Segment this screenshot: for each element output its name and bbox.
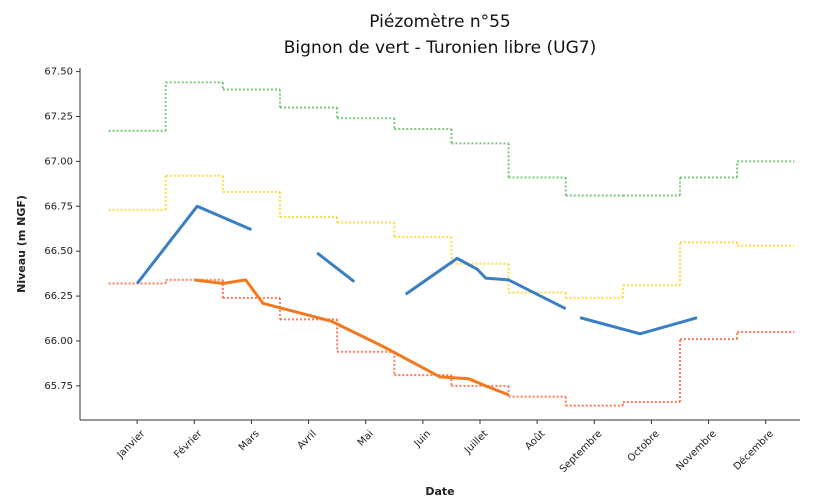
y-tick-label: 66.25 — [44, 291, 73, 302]
y-axis-title: Niveau (m NGF) — [15, 195, 28, 293]
x-axis-title: Date — [425, 485, 454, 498]
x-tick-label: Janvier — [115, 428, 148, 461]
chart-title: Piézomètre n°55 — [369, 12, 510, 32]
x-tick-label: Mai — [356, 428, 376, 448]
y-tick-label: 66.75 — [44, 201, 73, 212]
x-tick-label: Octobre — [626, 428, 662, 464]
x-tick-label: Novembre — [674, 428, 718, 472]
y-tick-label: 67.00 — [44, 156, 73, 167]
x-tick-label: Avril — [296, 428, 319, 451]
line — [194, 278, 510, 397]
x-tick-label: Mars — [237, 428, 262, 453]
x-tick-label: Février — [172, 427, 205, 460]
x-tick-label: Juin — [412, 428, 434, 450]
x-tick-label: Décembre — [731, 428, 776, 473]
x-tick-label: Août — [523, 428, 548, 453]
x-tick-label: Juillet — [462, 428, 490, 456]
y-tick-label: 66.00 — [44, 336, 73, 347]
line — [135, 204, 698, 336]
y-tick-label: 66.50 — [44, 246, 73, 257]
x-tick-label: Septembre — [558, 428, 605, 475]
y-tick-label: 65.75 — [44, 381, 73, 392]
y-tick-label: 67.50 — [44, 67, 73, 78]
y-tick-label: 67.25 — [44, 111, 73, 122]
chart-subtitle: Bignon de vert - Turonien libre (UG7) — [284, 38, 596, 58]
